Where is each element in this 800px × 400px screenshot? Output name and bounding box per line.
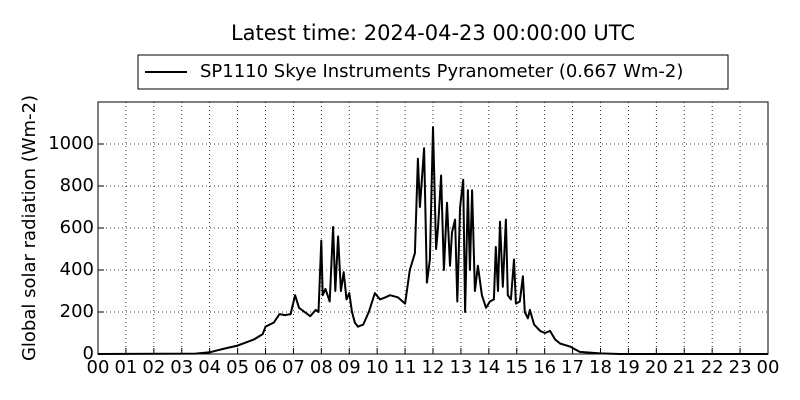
y-axis-label: Global solar radiation (Wm-2)	[19, 95, 40, 361]
plot-frame	[97, 101, 769, 355]
x-tick-label: 23	[729, 357, 752, 378]
x-tick-label: 09	[338, 357, 361, 378]
x-tick-label: 08	[310, 357, 333, 378]
x-tick-label: 04	[198, 357, 221, 378]
x-tick-label: 20	[645, 357, 668, 378]
y-tick-label: 600	[60, 217, 94, 238]
legend-box	[137, 54, 729, 90]
x-tick-label: 05	[226, 357, 249, 378]
x-tick-label: 17	[561, 357, 584, 378]
x-tick-label: 03	[170, 357, 193, 378]
x-tick-label: 19	[617, 357, 640, 378]
x-tick-label: 14	[477, 357, 500, 378]
y-tick-label: 0	[83, 343, 94, 364]
y-tick-label: 1000	[48, 133, 94, 154]
x-tick-label: 18	[589, 357, 612, 378]
x-tick-label: 10	[366, 357, 389, 378]
x-tick-label: 00	[757, 357, 780, 378]
x-tick-label: 11	[394, 357, 417, 378]
x-tick-label: 15	[505, 357, 528, 378]
x-tick-label: 22	[701, 357, 724, 378]
x-tick-label: 07	[282, 357, 305, 378]
x-tick-label: 16	[533, 357, 556, 378]
y-tick-label: 400	[60, 259, 94, 280]
x-tick-label: 00	[87, 357, 110, 378]
x-tick-label: 02	[142, 357, 165, 378]
x-tick-label: 06	[254, 357, 277, 378]
y-tick-label: 200	[60, 301, 94, 322]
x-tick-label: 21	[673, 357, 696, 378]
x-tick-label: 13	[449, 357, 472, 378]
y-tick-label: 800	[60, 175, 94, 196]
legend-label: SP1110 Skye Instruments Pyranometer (0.6…	[200, 61, 683, 82]
series-line	[97, 126, 768, 355]
x-tick-label: 01	[114, 357, 137, 378]
chart-title: Latest time: 2024-04-23 00:00:00 UTC	[231, 21, 635, 45]
x-tick-label: 12	[422, 357, 445, 378]
